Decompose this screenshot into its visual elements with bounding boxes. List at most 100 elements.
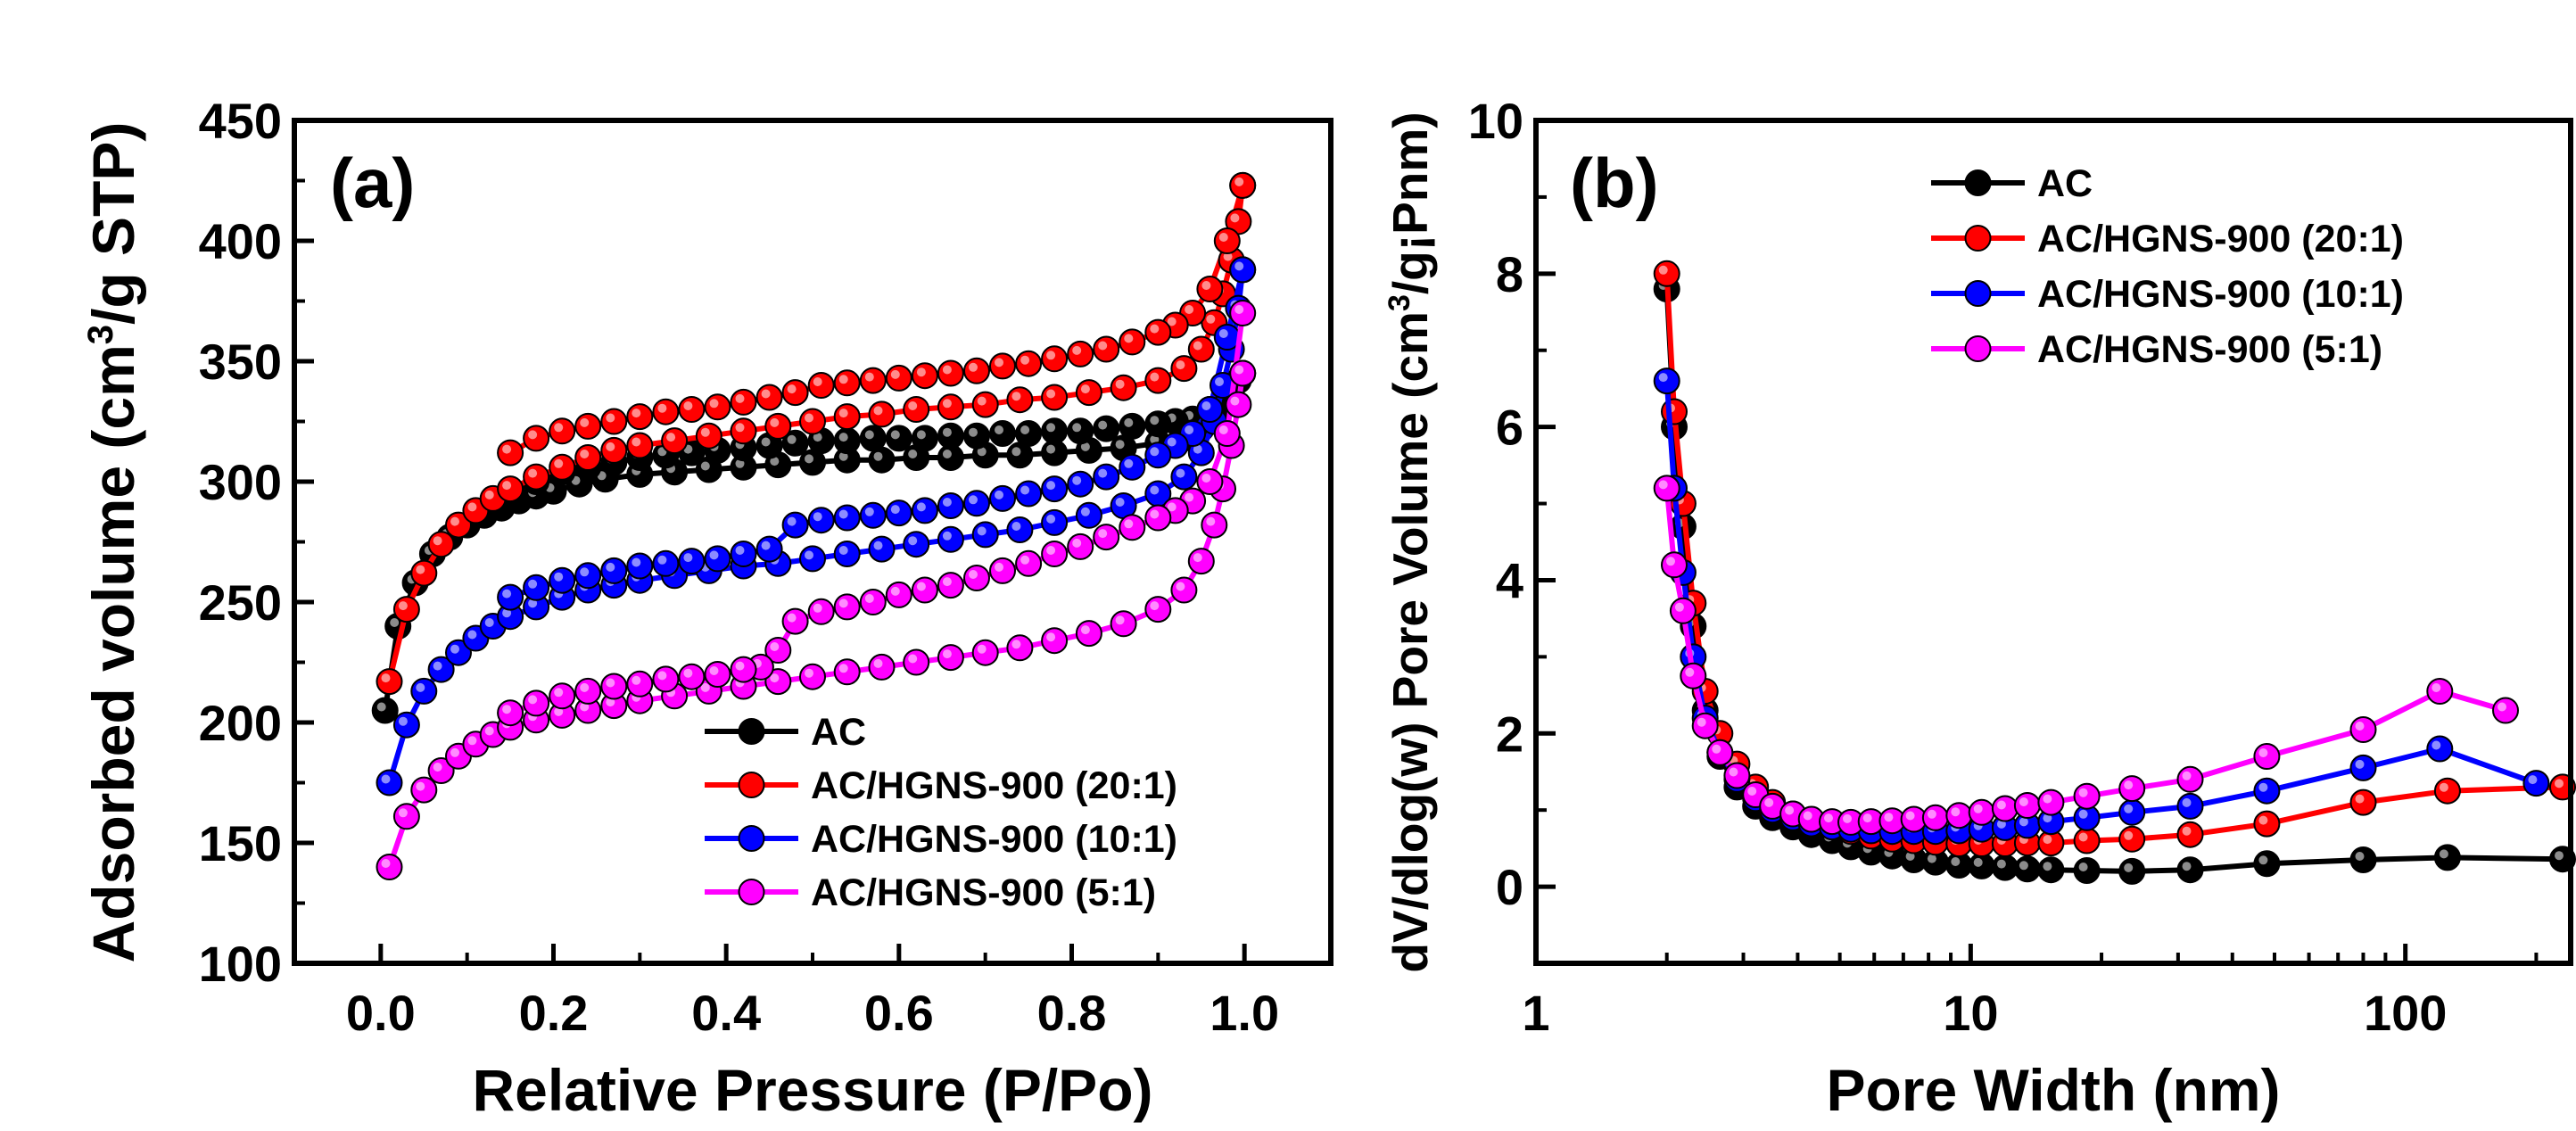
a-data-point [1119,514,1146,541]
a-ytick-label: 400 [199,213,282,269]
a-point-highlight [1011,522,1021,531]
a-point-highlight [1115,498,1125,507]
b-point-highlight [2439,849,2448,859]
a-point-highlight [942,498,952,507]
a-data-point [704,661,731,688]
b-plot-area [1653,260,2576,885]
a-point-highlight [813,377,822,386]
b-data-point [2349,788,2377,816]
a-data-point [963,490,990,517]
a-point-highlight [1080,384,1090,394]
a-data-point [989,420,1016,447]
b-data-point [2433,777,2461,805]
a-data-point [376,668,403,696]
a-data-point [868,400,896,428]
a-point-highlight [838,546,848,555]
b-data-point [2253,743,2281,770]
a-point-highlight [528,579,538,589]
a-point-highlight [528,468,538,478]
a-data-point [1229,359,1257,387]
a-point-highlight [995,425,1003,434]
a-data-point [523,574,550,601]
b-ytick-label: 10 [1468,93,1523,149]
a-point-highlight [735,393,745,403]
a-point-highlight [942,649,952,659]
a-data-point [1119,412,1146,440]
a-data-point [600,436,628,464]
b-point-highlight [1843,813,1852,823]
a-point-highlight [1150,434,1160,444]
a-data-point [626,552,654,580]
b-data-point [2253,777,2281,805]
a-point-highlight [942,365,952,375]
a-point-highlight [1201,281,1211,290]
a-xtick-label: 0.6 [864,985,934,1041]
a-data-point [833,504,861,532]
b-data-point [2426,678,2454,705]
a-data-point [781,607,809,635]
a-point-highlight [805,550,813,560]
a-data-point [574,412,602,440]
b-legend: AC AC/HGNS-900 (20:1) AC/HGNS-900 (10:1) AC… [1931,162,2404,371]
a-point-highlight [398,601,408,611]
a-point-highlight [632,409,641,418]
a-data-point [1075,501,1102,529]
b-point-highlight [1862,813,1872,823]
b-point-highlight [2258,748,2268,757]
a-data-point [937,492,964,519]
a-legend-marker [738,879,765,905]
a-series-ac-hgns-900-20-1 [376,171,1257,696]
a-point-highlight [977,644,987,654]
a-data-point [859,367,887,394]
a-xtick-label: 1.0 [1210,985,1279,1041]
b-data-point [1723,762,1751,789]
a-point-highlight [813,433,822,442]
a-point-highlight [1185,425,1194,434]
a-point-highlight [606,562,615,572]
a-ytick-label: 450 [199,93,282,149]
a-point-highlight [977,447,987,457]
b-point-highlight [1996,859,2006,869]
b-ytick-label: 6 [1496,400,1523,456]
b-data-point [1706,739,1734,766]
a-point-highlight [761,437,771,447]
b-data-point [1653,260,1680,287]
a-xtick-label: 0.2 [519,985,589,1041]
a-point-highlight [1201,474,1211,483]
a-data-point [963,357,990,384]
a-point-highlight [502,481,512,491]
a-point-highlight [1072,423,1082,433]
a-point-highlight [657,671,667,681]
b-data-point [2349,754,2377,781]
a-data-point [1229,256,1257,284]
a-point-highlight [770,457,780,466]
a-point-highlight [890,586,900,596]
a-data-point [626,670,654,698]
b-point-highlight [2043,813,2052,823]
a-data-point [1041,345,1069,373]
a-point-highlight [1115,440,1125,450]
a-data-point [678,396,706,423]
b-legend-marker [1964,335,1992,362]
a-data-point [678,548,706,575]
b-point-highlight [2355,852,2365,861]
a-data-point [885,581,912,608]
a-data-point [497,475,524,503]
a-point-highlight [761,541,771,550]
a-point-highlight [838,451,848,461]
a-data-point [807,598,835,625]
a-data-point [937,393,964,421]
a-data-point [799,408,826,435]
a-data-point [911,497,938,524]
a-point-highlight [864,430,874,440]
a-point-highlight [528,599,538,608]
a-point-highlight [1124,334,1134,343]
a-point-highlight [580,682,590,692]
a-point-highlight [1176,582,1185,591]
a-point-highlight [1218,329,1228,338]
b-legend-label: AC/HGNS-900 (10:1) [2037,273,2404,316]
a-data-point [755,384,783,411]
a-point-highlight [502,444,512,454]
a-point-highlight [838,433,848,442]
a-point-highlight [606,678,615,688]
